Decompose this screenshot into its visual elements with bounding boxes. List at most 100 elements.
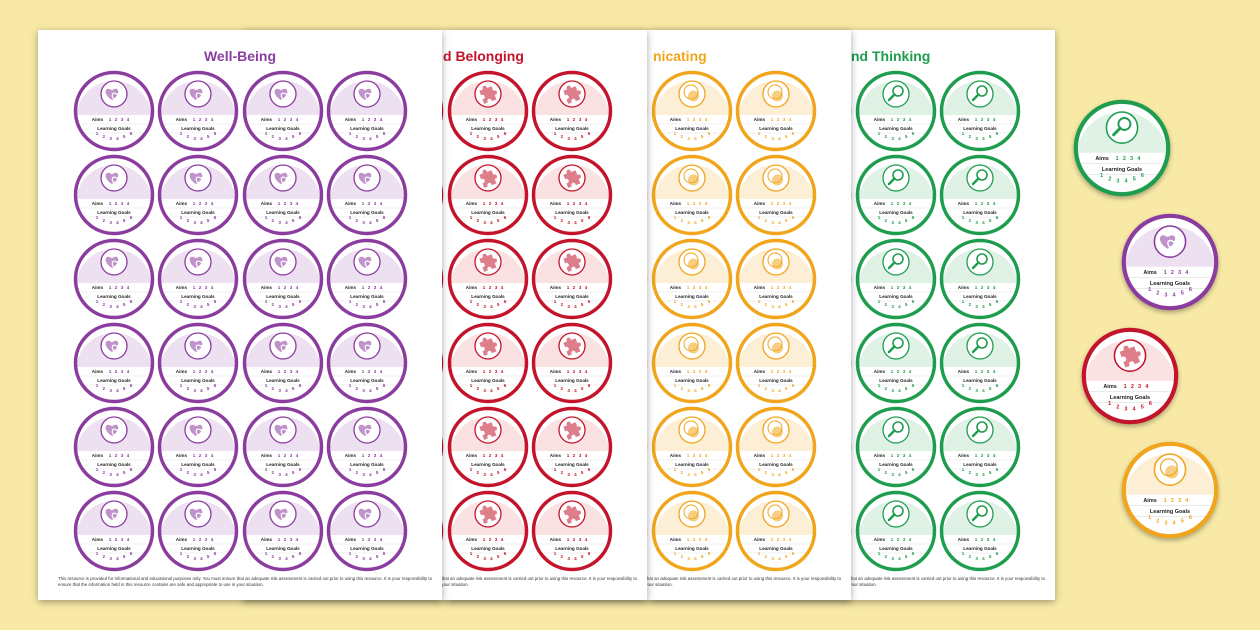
icon-ring: [882, 164, 910, 192]
aims-number: 1: [193, 117, 196, 122]
icon-heart: [280, 428, 292, 439]
goals-number: 3: [109, 556, 112, 561]
aims-label: Aims: [670, 369, 682, 374]
aims-number: 4: [585, 117, 588, 122]
goals-number: 5: [989, 218, 992, 223]
goals-number: 5: [207, 218, 210, 223]
goals-number: 1: [96, 299, 99, 304]
aims-number: 3: [783, 369, 786, 374]
aims-number: 1: [278, 201, 281, 206]
goals-number: 3: [1124, 407, 1127, 413]
goals-number: 1: [674, 467, 677, 472]
goals-label: Learning Goals: [879, 294, 913, 299]
goals-number: 5: [376, 386, 379, 391]
goals-label: Learning Goals: [97, 546, 131, 551]
goals-number: 6: [299, 131, 302, 136]
goals-number: 1: [349, 467, 352, 472]
aims-number: 1: [567, 453, 570, 458]
aims-number: 2: [368, 453, 371, 458]
aims-label: Aims: [550, 285, 562, 290]
sticker-ring: [735, 70, 817, 152]
aims-number: 1: [687, 285, 690, 290]
aims-label: Aims: [92, 537, 104, 542]
aims-number: 2: [693, 453, 696, 458]
goals-number: 6: [588, 383, 591, 388]
goals-number: 2: [1108, 177, 1111, 183]
aims-number: 2: [368, 117, 371, 122]
sticker-ring: [326, 490, 408, 572]
goals-number: 1: [758, 215, 761, 220]
sticker-ring: [326, 154, 408, 236]
goals-number: 6: [130, 383, 133, 388]
aims-number: 1: [771, 453, 774, 458]
aims-label: Aims: [754, 117, 766, 122]
aims-label: Aims: [1103, 384, 1117, 390]
goals-number: 2: [356, 302, 359, 307]
aims-label: Aims: [958, 453, 970, 458]
goals-number: 3: [567, 556, 570, 561]
sticker-ring: [157, 322, 239, 404]
aims-number: 4: [296, 285, 299, 290]
goals-number: 1: [470, 131, 473, 136]
aims-number: 4: [789, 453, 792, 458]
icon-magnifier: [887, 177, 896, 186]
aims-number: 3: [290, 369, 293, 374]
aims-number: 2: [284, 369, 287, 374]
goals-number: 6: [299, 467, 302, 472]
goals-number: 2: [103, 302, 106, 307]
icon-bubble: [772, 510, 783, 522]
goals-label: Learning Goals: [759, 378, 793, 383]
aims-number: 2: [777, 537, 780, 542]
goals-number: 2: [272, 470, 275, 475]
goals-number: 2: [477, 470, 480, 475]
goals-number: 4: [200, 388, 203, 393]
aims-number: 3: [699, 285, 702, 290]
goals-number: 3: [975, 556, 978, 561]
goals-number: 6: [504, 383, 507, 388]
goals-number: 6: [588, 131, 591, 136]
aims-number: 4: [909, 285, 912, 290]
aims-number: 3: [579, 537, 582, 542]
goals-number: 4: [898, 388, 901, 393]
goals-label: Learning Goals: [675, 210, 709, 215]
sticker-body: [1083, 329, 1177, 423]
disclaimer: This resource is provided for informatio…: [58, 576, 433, 587]
goals-number: 5: [701, 386, 704, 391]
goals-number: 4: [574, 220, 577, 225]
goals-number: 5: [581, 386, 584, 391]
aims-number: 4: [705, 117, 708, 122]
goals-number: 3: [687, 220, 690, 225]
goals-number: 4: [982, 388, 985, 393]
icon-puzzle: [479, 421, 498, 440]
goals-number: 5: [123, 386, 126, 391]
goals-number: 5: [581, 134, 584, 139]
goals-number: 4: [369, 136, 372, 141]
aims-number: 2: [489, 117, 492, 122]
goals-number: 6: [588, 299, 591, 304]
goals-number: 3: [109, 136, 112, 141]
goals-number: 4: [574, 556, 577, 561]
sheet-title: d Belonging: [443, 48, 524, 64]
goals-number: 3: [891, 556, 894, 561]
goals-number: 4: [982, 136, 985, 141]
goals-number: 3: [771, 304, 774, 309]
aims-label: Aims: [92, 453, 104, 458]
goals-number: 6: [996, 383, 999, 388]
goals-label: Learning Goals: [555, 294, 589, 299]
aims-number: 2: [368, 285, 371, 290]
aims-number: 3: [903, 285, 906, 290]
aims-number: 3: [783, 285, 786, 290]
goals-number: 5: [785, 302, 788, 307]
aims-number: 4: [705, 369, 708, 374]
goals-number: 3: [278, 136, 281, 141]
goals-number: 6: [1149, 401, 1152, 407]
goals-number: 6: [383, 383, 386, 388]
goals-number: 4: [694, 556, 697, 561]
